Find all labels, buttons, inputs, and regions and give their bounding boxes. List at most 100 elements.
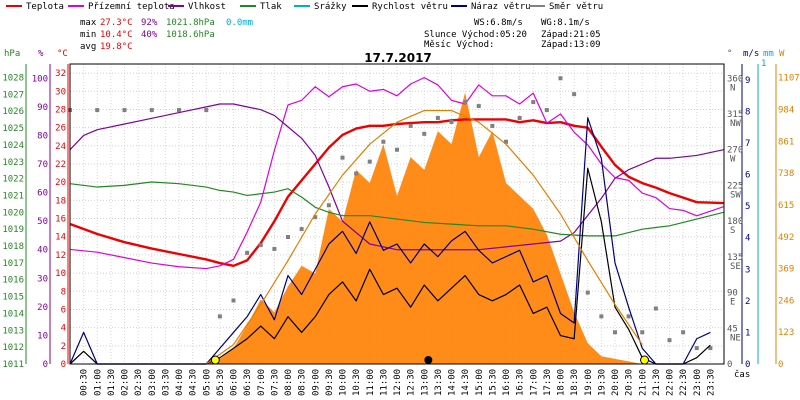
legend-label: Směr větru <box>549 2 603 12</box>
wind-tick-label: 2 <box>745 297 750 307</box>
direction-name-label: E <box>730 298 735 308</box>
x-tick-label: 04:00 <box>175 369 185 396</box>
temp-tick-label: 12 <box>55 251 66 261</box>
x-tick-label: 14:00 <box>448 369 458 396</box>
info-sunset: Západ:21:05 <box>541 30 601 40</box>
x-tick-label: 02:30 <box>134 369 144 396</box>
x-tick-label: 14:30 <box>461 369 471 396</box>
wind-tick-label: 1 <box>745 328 750 338</box>
humidity-tick-label: 0 <box>43 360 48 370</box>
wind-direction-point <box>408 123 413 128</box>
x-tick-label: 09:30 <box>325 369 335 396</box>
stats-block: max 27.3°C 92% 1021.8hPa 0.0mm min 10.4°… <box>80 18 253 52</box>
humidity-tick-label: 50 <box>37 217 48 227</box>
moon-marker <box>424 356 433 364</box>
stat-min-temp: 10.4°C <box>100 30 133 40</box>
series-line-teoretick-z-en- <box>205 109 643 365</box>
wind-direction-point <box>572 92 577 97</box>
series-line-vlhkost <box>69 103 724 251</box>
temp-tick-label: 16 <box>55 215 66 225</box>
pressure-tick-label: 1026 <box>2 107 24 117</box>
series-solar-area <box>70 92 724 364</box>
pressure-tick-label: 1014 <box>2 309 24 319</box>
info-moonset: Západ:13:09 <box>541 40 601 50</box>
pressure-tick-label: 1027 <box>2 90 24 100</box>
direction-name-label: SE <box>730 262 741 272</box>
plot-frame <box>69 63 725 365</box>
stat-min-press: 1018.6hPa <box>166 30 215 40</box>
humidity-tick-label: 80 <box>37 131 48 141</box>
humidity-tick-label: 20 <box>37 303 48 313</box>
pressure-tick-label: 1012 <box>2 343 24 353</box>
wind-direction-point <box>667 338 672 343</box>
x-tick-label: 11:00 <box>366 369 376 396</box>
x-tick-label: 15:30 <box>488 369 498 396</box>
wind-tick-label: 7 <box>745 139 750 149</box>
direction-tick-label: 225 <box>727 181 743 191</box>
pressure-tick-label: 1020 <box>2 208 24 218</box>
wind-direction-point <box>340 155 345 160</box>
solar-unit: W <box>779 49 785 59</box>
solar-tick-label: 1107 <box>778 74 800 84</box>
wind-tick-label: 4 <box>745 234 750 244</box>
solar-tick-label: 246 <box>778 296 794 306</box>
legend-label: Přízemní teplota <box>88 2 175 12</box>
legend-label: Náraz větru <box>471 2 531 12</box>
temp-tick-label: 14 <box>55 233 66 243</box>
solar-tick-label: 492 <box>778 233 794 243</box>
x-tick-label: 06:00 <box>230 369 240 396</box>
series-layer <box>68 76 724 365</box>
wind-tick-label: 3 <box>745 265 750 275</box>
pressure-tick-label: 1017 <box>2 259 24 269</box>
temp-tick-label: 4 <box>61 324 66 334</box>
x-tick-label: 21:30 <box>652 369 662 396</box>
x-tick-label: 01:00 <box>93 369 103 396</box>
wind-tick-label: 0 <box>745 360 750 370</box>
direction-name-label: W <box>730 155 736 165</box>
wind-direction-point <box>681 330 686 335</box>
temp-tick-label: 22 <box>55 160 66 170</box>
stat-max-rain: 0.0mm <box>226 18 253 28</box>
temp-tick-label: 18 <box>55 196 66 206</box>
pressure-tick-label: 1013 <box>2 326 24 336</box>
wind-direction-point <box>640 330 645 335</box>
wind-tick-label: 8 <box>745 107 750 117</box>
pressure-tick-label: 1028 <box>2 73 24 83</box>
stat-max-hum: 92% <box>141 18 158 28</box>
x-tick-label: 20:30 <box>625 369 635 396</box>
humidity-tick-label: 30 <box>37 274 48 284</box>
wind-direction-point <box>299 227 304 232</box>
wind-direction-point <box>613 330 617 335</box>
x-tick-label: 00:30 <box>80 369 90 396</box>
direction-tick-label: 315 <box>727 110 743 120</box>
wind-direction-point <box>599 314 604 319</box>
direction-tick-label: 45 <box>727 324 738 334</box>
wind-direction-point <box>585 290 590 295</box>
wind-direction-point <box>231 298 236 303</box>
x-tick-label: 05:00 <box>202 369 212 396</box>
x-tick-label: 04:30 <box>189 369 199 396</box>
x-tick-label: 22:00 <box>666 369 676 396</box>
legend-label: Tlak <box>260 2 282 12</box>
rain-unit: mm <box>763 49 774 59</box>
temp-tick-label: 28 <box>55 105 66 115</box>
x-tick-label: 19:00 <box>584 369 594 396</box>
x-tick-label: 23:30 <box>706 369 716 396</box>
x-tick-label: 19:30 <box>597 369 607 396</box>
humidity-tick-label: 90 <box>37 103 48 113</box>
pressure-tick-label: 1022 <box>2 175 24 185</box>
x-tick-label: 10:30 <box>352 369 362 396</box>
temp-tick-label: 2 <box>61 342 66 352</box>
direction-tick-label: 135 <box>727 253 743 263</box>
wind-direction-point <box>381 139 386 144</box>
temp-tick-label: 30 <box>55 87 66 97</box>
stat-avg-temp: 19.8°C <box>100 42 133 52</box>
pressure-tick-label: 1015 <box>2 293 24 303</box>
wind-direction-point <box>272 246 277 251</box>
wind-direction-point <box>694 346 699 351</box>
solar-tick-label: 984 <box>778 106 794 116</box>
wind-direction-point <box>245 250 250 255</box>
x-tick-label: 22:30 <box>679 369 689 396</box>
